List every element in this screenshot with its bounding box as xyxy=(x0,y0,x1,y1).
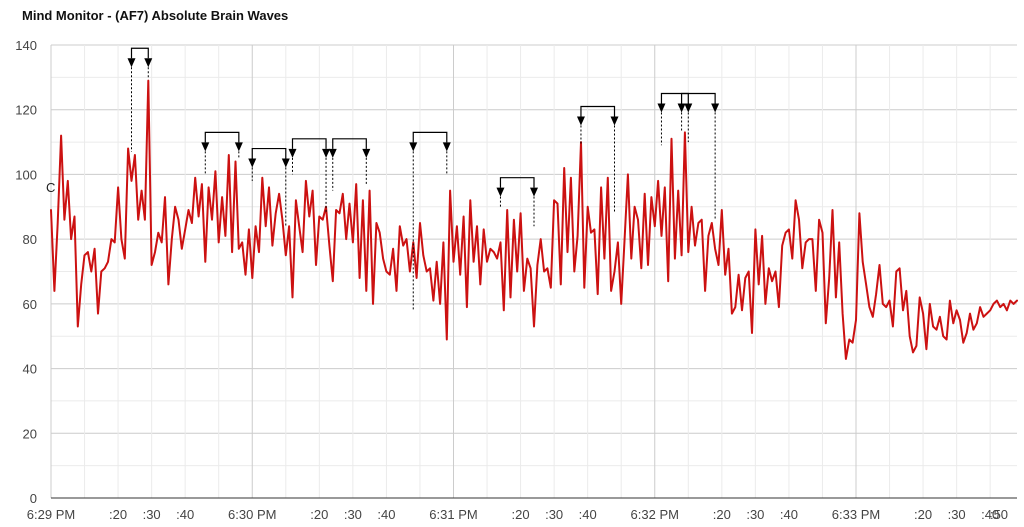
x-tick-label: :20 xyxy=(512,507,530,522)
annotation-bracket xyxy=(660,92,689,104)
y-tick-label: 140 xyxy=(15,38,37,53)
x-tick-label: :40 xyxy=(579,507,597,522)
x-tick-label: :30 xyxy=(948,507,966,522)
chart-title: Mind Monitor - (AF7) Absolute Brain Wave… xyxy=(22,8,289,23)
annotation-arrowhead xyxy=(201,142,210,152)
x-tick-label: :20 xyxy=(713,507,731,522)
chart-plot: C xyxy=(46,79,1018,360)
x-tick-label: :30 xyxy=(143,507,161,522)
annotation-arrowhead xyxy=(362,148,371,158)
annotation-bracket xyxy=(130,47,149,59)
chart-grid xyxy=(50,44,1017,499)
annotation-arrowhead xyxy=(530,187,538,197)
x-tick-label: :40 xyxy=(377,507,395,522)
annotation-arrowhead xyxy=(144,58,153,68)
annotation-arrowhead xyxy=(711,103,720,113)
series-label: C xyxy=(46,180,55,195)
annotation-arrowhead xyxy=(127,58,136,68)
annotation-bracket xyxy=(680,92,716,104)
y-tick-label: 60 xyxy=(23,297,37,312)
annotation-arrowhead xyxy=(322,148,331,158)
y-tick-label: 20 xyxy=(23,426,37,441)
y-tick-label: 120 xyxy=(15,103,37,118)
x-tick-label: 6:30 PM xyxy=(228,507,276,522)
annotation-arrowhead xyxy=(684,103,693,113)
annotation-arrowhead xyxy=(234,142,243,152)
y-tick-label: 100 xyxy=(15,167,37,182)
y-tick-label: 80 xyxy=(23,232,37,247)
y-tick-label: 40 xyxy=(23,362,37,377)
annotation-arrowhead xyxy=(677,103,686,113)
x-tick-label: 6:33 PM xyxy=(832,507,880,522)
annotation-arrowhead xyxy=(281,158,290,168)
chart-axes: 0 20 40 60 80 100 120 140 6:29 PM :20 :30 :40 6:30 P… xyxy=(15,38,1017,522)
annotation-bracket xyxy=(204,131,240,143)
annotation-arrowhead xyxy=(328,148,337,158)
annotation-arrowhead xyxy=(496,187,505,197)
annotation-arrowhead xyxy=(409,142,418,152)
x-tick-label: :40 xyxy=(176,507,194,522)
annotation-arrowhead xyxy=(288,148,297,158)
x-tick-label: :30 xyxy=(344,507,362,522)
chart-annotations xyxy=(127,47,720,311)
annotation-arrowhead xyxy=(248,158,257,168)
annotation-arrowhead xyxy=(610,116,619,126)
x-tick-label: 6:32 PM xyxy=(631,507,679,522)
annotation-bracket xyxy=(412,131,448,143)
annotation-arrowhead xyxy=(576,116,585,126)
annotation-bracket xyxy=(291,138,327,149)
annotation-arrowhead xyxy=(442,142,451,152)
annotation-bracket xyxy=(580,105,616,117)
annotation-bracket xyxy=(251,147,287,159)
x-tick-label: :20 xyxy=(914,507,932,522)
x-tick-label: :30 xyxy=(746,507,764,522)
x-tick-label: :40 xyxy=(780,507,798,522)
x-tick-label: :20 xyxy=(109,507,127,522)
x-tick-label: :40 xyxy=(981,507,999,522)
x-tick-label: 6:31 PM xyxy=(429,507,477,522)
y-tick-label: 0 xyxy=(30,491,37,506)
x-tick-label: :20 xyxy=(310,507,328,522)
x-tick-label: :50 xyxy=(990,507,1008,522)
series-line xyxy=(50,79,1018,360)
annotation-bracket xyxy=(332,138,367,149)
x-tick-label: 6:29 PM xyxy=(27,507,75,522)
x-tick-label: :30 xyxy=(545,507,563,522)
annotation-arrowhead xyxy=(657,103,666,113)
annotation-bracket xyxy=(499,177,535,188)
